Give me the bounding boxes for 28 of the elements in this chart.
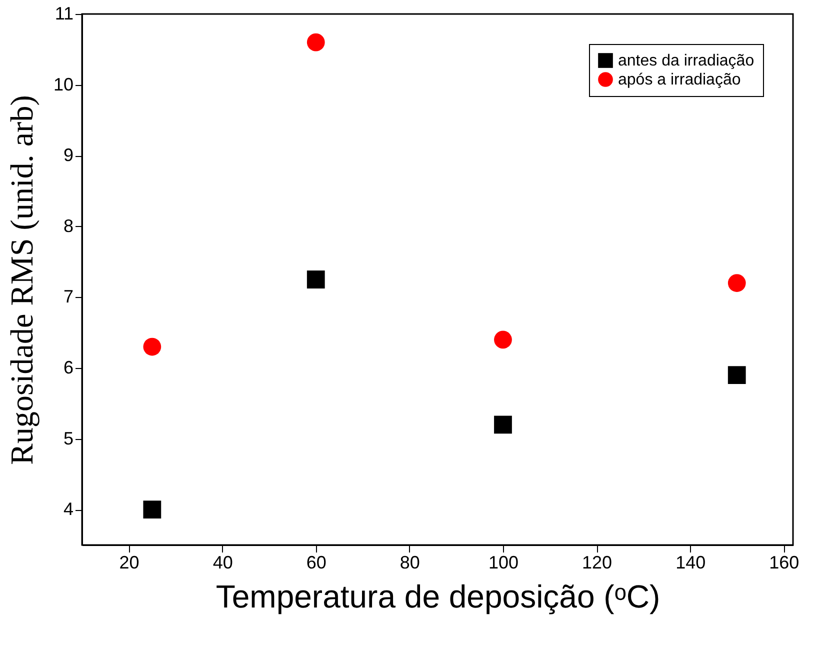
y-tick-label: 4	[63, 499, 74, 520]
y-tick-label: 9	[63, 145, 74, 166]
x-tick-label: 20	[119, 552, 140, 572]
point	[306, 33, 325, 52]
point	[143, 500, 162, 519]
point	[494, 416, 512, 434]
y-axis-title: Rugosidade RMS (unid. arb)	[3, 95, 40, 465]
y-tick-label: 10	[53, 74, 74, 94]
x-tick-label: 140	[676, 552, 706, 572]
y-tick-label: 6	[63, 358, 74, 378]
point	[494, 330, 512, 349]
y-tick-label: 7	[63, 286, 74, 307]
point	[306, 270, 325, 288]
y-tick-label: 8	[63, 216, 74, 236]
x-axis-title: Temperatura de deposição (ᵒC)	[216, 578, 660, 614]
point	[728, 366, 746, 384]
x-tick-label: 40	[212, 552, 233, 572]
point	[728, 274, 746, 292]
y-tick-label: 11	[54, 4, 74, 24]
y-tick-label: 5	[63, 428, 74, 448]
legend-label: após a irradiação	[618, 72, 741, 88]
x-tick-label: 60	[306, 552, 326, 572]
legend-label: antes da irradiação	[618, 52, 754, 70]
x-tick-label: 160	[769, 552, 800, 572]
x-tick-label: 100	[488, 552, 519, 572]
x-tick-label: 120	[582, 552, 612, 572]
point	[143, 338, 162, 356]
x-tick-label: 80	[400, 552, 420, 572]
